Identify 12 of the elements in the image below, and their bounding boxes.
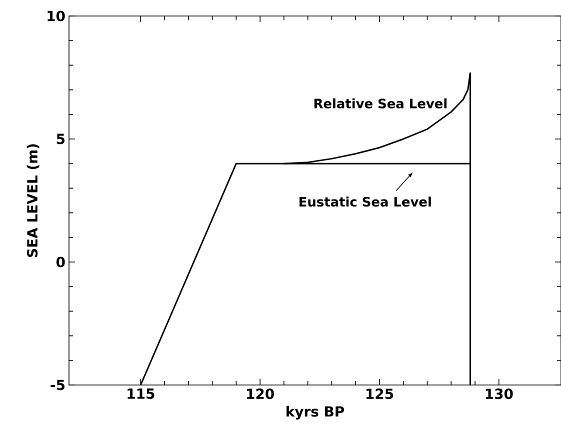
y-axis-title: SEA LEVEL (m) <box>26 144 40 257</box>
x-tick-label: 125 <box>366 388 394 400</box>
y-tick-label: 10 <box>48 10 65 22</box>
x-tick-label: 120 <box>247 388 274 400</box>
y-tick-label: 5 <box>56 134 65 144</box>
y-tick-label: 0 <box>56 256 65 268</box>
x-axis-title: kyrs BP <box>286 406 344 420</box>
y-tick-label: -5 <box>50 380 65 390</box>
annotation: Eustatic Sea Level <box>300 196 431 207</box>
x-tick-label: 115 <box>128 388 154 399</box>
x-tick-label: 130 <box>486 388 513 400</box>
annotation: Relative Sea Level <box>314 98 447 108</box>
